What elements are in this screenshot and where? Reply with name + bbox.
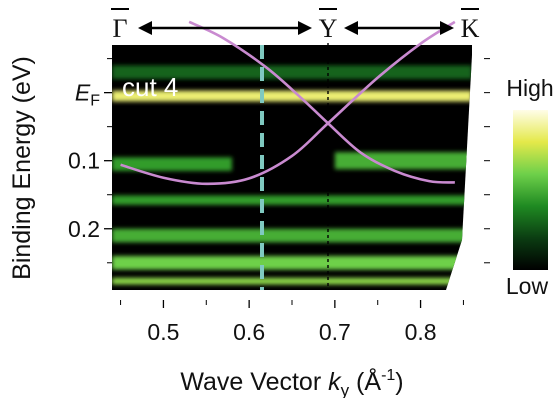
high-symmetry-label: Γ [112,14,127,43]
x-axis: 0.5 0.6 0.7 0.8 Wave Vector ky (Å-1) [120,300,464,398]
x-axis-title: Wave Vector ky (Å-1) [180,366,403,398]
panel-label: cut 4 [122,72,178,102]
y-tick-label: 0.1 [68,148,100,174]
high-symmetry-label: Y [319,14,338,43]
x-tick-label: 0.6 [233,319,265,345]
y-tick-group: EF 0.1 0.2 [68,58,490,264]
y-k-arrow-head-right [440,21,454,35]
band-curve-1 [120,20,456,186]
x-tick-group: 0.5 0.6 0.7 0.8 [120,300,464,345]
intensity-band [112,277,472,285]
x-tick-label: 0.8 [405,319,437,345]
intensity-map [112,65,472,285]
intensity-band [112,90,472,102]
band-curve-2 [188,20,455,184]
intensity-band [112,157,232,171]
plot-area: cut 4 [112,20,472,290]
x-tick-label: 0.5 [147,319,179,345]
y-axis: EF 0.1 0.2 Binding Energy (eV) [8,56,490,280]
colorbar-gradient [513,110,548,270]
y-tick-label: 0.2 [68,216,100,242]
intensity-band [112,195,472,205]
band-curves [120,20,456,186]
y-k-arrow-head-left [344,21,358,35]
intensity-band [112,228,472,243]
x-tick-label: 0.7 [319,319,351,345]
intensity-band [112,255,472,270]
marker-lines [260,43,329,290]
colorbar: High Low [506,75,554,299]
gamma-y-arrow-head-left [138,21,152,35]
y-axis-title: Binding Energy (eV) [8,56,36,280]
high-symmetry-label: K [461,14,480,43]
gamma-y-arrow-head-right [298,21,312,35]
intensity-band [334,152,472,170]
y-tick-label: EF [75,80,100,110]
colorbar-low-label: Low [506,273,549,299]
colorbar-high-label: High [506,75,553,101]
